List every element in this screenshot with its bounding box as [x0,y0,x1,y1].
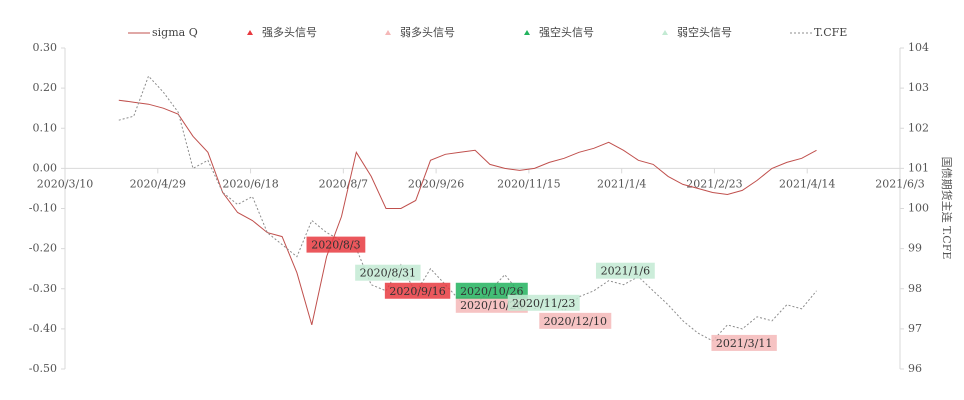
legend-label: 弱空头信号 [677,25,732,39]
signal-box [507,294,580,311]
y2-tick-label: 101 [908,161,929,174]
signal-box [595,262,655,279]
x-tick-label: 2020/11/15 [497,177,560,190]
signal-label: 2020/10/26 [460,285,523,298]
x-tick-label: 2020/9/26 [408,177,464,190]
signal-label: 2020/9/16 [389,285,445,298]
y-tick-label: -0.10 [29,202,57,215]
legend-label: sigma Q [152,26,198,39]
x-tick-label: 2021/4/14 [779,177,835,190]
y-tick-label: -0.40 [29,322,57,335]
x-tick-label: 2020/4/29 [130,177,186,190]
y-tick-label: 0.00 [33,161,58,174]
y-tick-label: 0.20 [33,81,58,94]
y2-tick-label: 98 [908,282,922,295]
y2-tick-label: 99 [908,242,922,255]
line-series [118,99,817,326]
x-tick-label: 2021/6/3 [875,177,924,190]
y2-tick-label: 102 [908,121,929,134]
legend-label: T.CFE [814,26,847,39]
y-tick-label: -0.30 [29,282,57,295]
x-tick-label: 2021/1/4 [597,177,646,190]
legend-swatch [385,30,391,35]
x-tick-label: 2021/2/23 [686,177,742,190]
legend-swatch [662,30,668,35]
signal-box [711,334,777,351]
signal-box [539,312,612,329]
signal-box [306,236,366,253]
legend-swatch [524,30,530,35]
signal-label: 2020/8/3 [311,239,360,252]
legend-swatch [247,30,253,35]
signal-label: 2021/1/6 [601,265,650,278]
signal-label: 2020/12/10 [544,315,607,328]
y2-axis-title: 国债期货主连 T.CFE [940,157,954,260]
signal-label: 2020/8/31 [360,267,416,280]
y2-tick-label: 97 [908,322,922,335]
signal-box [384,282,451,299]
x-tick-label: 2020/8/7 [319,177,368,190]
signal-label: 2020/10/26 [460,299,523,312]
y2-tick-label: 100 [908,202,929,215]
y-tick-label: 0.10 [33,121,58,134]
legend: sigma Q 强多头信号 弱多头信号 强空头信号 弱空头信号 T.CFE [128,25,847,39]
signal-box [355,264,421,281]
y2-tick-label: 103 [908,81,929,94]
y2-tick-label: 104 [908,41,929,54]
signal-label: 2020/11/23 [512,297,575,310]
signal-box [455,282,528,299]
y-tick-label: -0.50 [29,362,57,375]
legend-label: 强多头信号 [262,25,317,39]
y2-tick-label: 96 [908,362,922,375]
signal-label: 2021/3/11 [716,337,772,350]
y-tick-label: -0.20 [29,242,57,255]
y-tick-label: 0.30 [33,41,58,54]
x-tick-label: 2020/3/10 [37,177,93,190]
legend-label: 强空头信号 [539,25,594,39]
x-tick-label: 2020/6/18 [222,177,278,190]
legend-label: 弱多头信号 [400,25,455,39]
